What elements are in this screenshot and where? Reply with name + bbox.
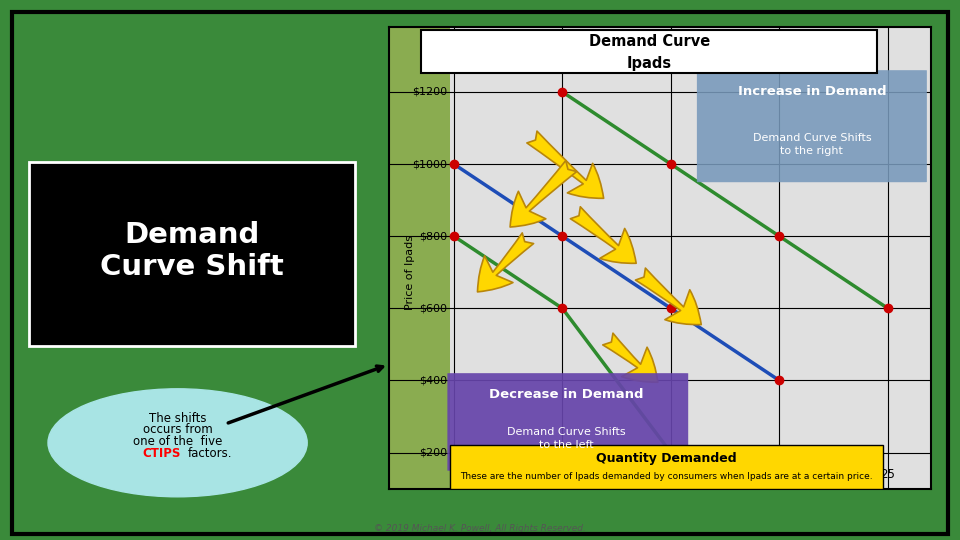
Text: 5: 5: [450, 469, 458, 482]
Text: Demand Curve Shifts
to the right: Demand Curve Shifts to the right: [753, 133, 871, 156]
Text: Quantity Demanded: Quantity Demanded: [596, 451, 737, 464]
Text: $1000: $1000: [413, 159, 447, 169]
Text: factors.: factors.: [188, 447, 232, 460]
Text: © 2019 Michael K. Powell, All Rights Reserved.: © 2019 Michael K. Powell, All Rights Res…: [374, 524, 586, 532]
Text: Demand
Curve Shift: Demand Curve Shift: [100, 221, 284, 281]
FancyBboxPatch shape: [29, 162, 355, 346]
Bar: [389, 27, 449, 489]
Text: $400: $400: [420, 375, 447, 386]
Text: Increase in Demand: Increase in Demand: [737, 85, 886, 98]
Bar: [449, 446, 883, 489]
Text: CTIPS: CTIPS: [142, 447, 180, 460]
Text: $200: $200: [420, 448, 447, 457]
Text: Price of Ipads: Price of Ipads: [405, 235, 416, 310]
FancyBboxPatch shape: [447, 373, 688, 471]
Text: Demand Curve: Demand Curve: [588, 34, 709, 49]
Text: 25: 25: [880, 469, 896, 482]
FancyBboxPatch shape: [421, 30, 876, 73]
Text: $600: $600: [420, 303, 447, 313]
Text: Ipads: Ipads: [627, 56, 672, 71]
Text: Decrease in Demand: Decrease in Demand: [490, 388, 644, 401]
Text: occurs from: occurs from: [143, 423, 212, 436]
Text: 20: 20: [772, 469, 787, 482]
Text: one of the  five: one of the five: [132, 435, 223, 448]
Text: These are the number of Ipads demanded by consumers when Ipads are at a certain : These are the number of Ipads demanded b…: [460, 471, 873, 481]
Ellipse shape: [48, 389, 307, 497]
Text: $800: $800: [420, 231, 447, 241]
Text: 15: 15: [663, 469, 679, 482]
Text: 10: 10: [555, 469, 570, 482]
Text: $1200: $1200: [412, 87, 447, 97]
FancyBboxPatch shape: [697, 70, 926, 182]
Text: Demand Curve Shifts
to the left: Demand Curve Shifts to the left: [508, 427, 626, 450]
Text: The shifts: The shifts: [149, 412, 206, 425]
